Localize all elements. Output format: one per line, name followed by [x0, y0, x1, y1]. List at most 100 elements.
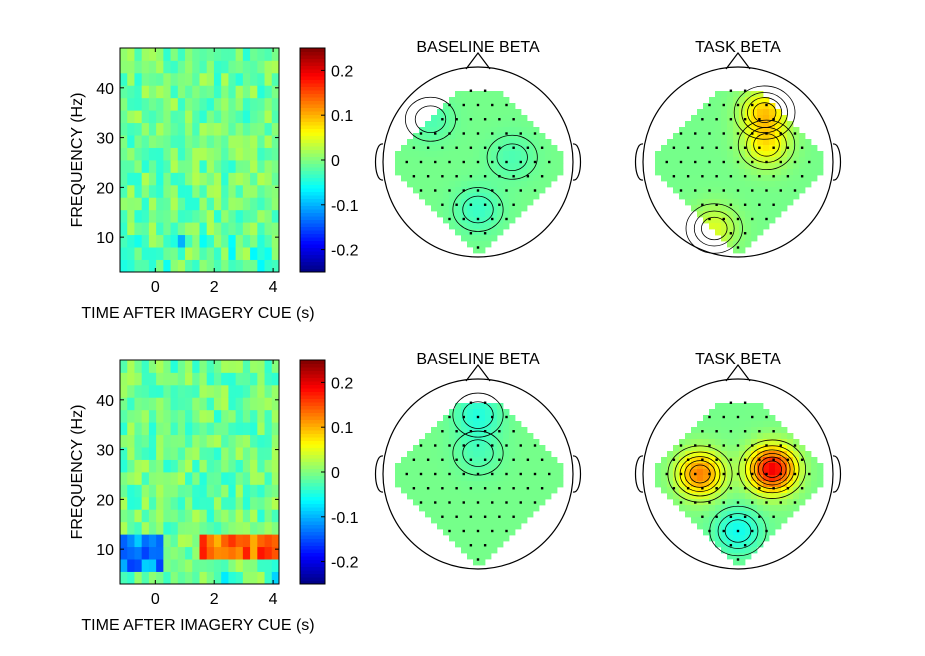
topomap-cell — [685, 487, 692, 494]
spectrogram-cell — [257, 209, 265, 223]
spectrogram-cell — [257, 85, 265, 99]
topomap-cell — [425, 151, 432, 158]
topomap-cell — [479, 553, 486, 560]
spectrogram-cell — [156, 422, 164, 436]
topomap-cell — [407, 157, 414, 164]
topomap-cell — [407, 463, 414, 470]
topomap-cell — [509, 511, 516, 518]
topomap-cell — [745, 427, 752, 434]
topomap-cell — [551, 475, 558, 482]
topomap-cell — [739, 421, 746, 428]
topomap-cell — [703, 487, 710, 494]
spectrogram-cell — [192, 234, 200, 248]
topomap-cell — [733, 199, 740, 206]
electrode-dot — [469, 430, 473, 433]
electrode-dot — [665, 472, 668, 476]
topomap-cell — [467, 403, 474, 410]
spectrogram-cell — [257, 472, 265, 485]
topomap-cell — [479, 199, 486, 206]
topomap-cell — [739, 535, 746, 542]
topomap-cell — [521, 145, 528, 152]
topomap-cell — [515, 517, 522, 524]
spectrogram-cell — [156, 135, 164, 148]
x-tick-label: 2 — [210, 279, 219, 296]
topomap-cell — [455, 529, 462, 536]
electrode-dot — [462, 132, 465, 135]
topomap-cell — [479, 481, 486, 488]
electrode-dot — [701, 487, 704, 490]
topomap-cell — [455, 523, 462, 530]
topomap-cell — [763, 205, 770, 212]
spectrogram-cell — [120, 48, 128, 61]
topomap-cell — [799, 163, 806, 170]
topomap-cell — [751, 229, 758, 236]
spectrogram-cell — [134, 184, 143, 198]
spectrogram-cell — [199, 197, 208, 211]
topomap-cell — [521, 115, 528, 122]
topomap-cell — [721, 493, 728, 500]
topomap-cell — [449, 481, 456, 488]
head-outline — [634, 364, 842, 570]
spectrogram-cell — [120, 247, 128, 260]
electrode-dot — [715, 175, 718, 178]
topomap-cell — [437, 493, 444, 500]
topomap-cell — [733, 493, 740, 500]
topomap-cell — [419, 169, 426, 176]
spectrogram-cell — [221, 97, 229, 111]
colorbar-cell — [300, 566, 325, 571]
spectrogram-cell — [177, 72, 186, 86]
colorbar-cell — [300, 577, 325, 581]
topomap-title: BASELINE BETA — [416, 39, 540, 56]
topomap-cell — [715, 157, 722, 164]
topomap-cell — [667, 163, 674, 170]
electrode-dot — [708, 217, 711, 221]
topomap-cell — [509, 457, 516, 464]
topomap-cell — [473, 433, 480, 440]
topomap-cell — [539, 451, 546, 458]
topomap-cell — [479, 127, 486, 134]
topomap-cell — [503, 139, 510, 146]
colorbar-ticks: 0.20.10-0.1-0.2 — [321, 63, 359, 260]
topomap-cell — [473, 139, 480, 146]
topomap-cell — [485, 115, 492, 122]
electrode-dot — [533, 160, 537, 164]
electrode-dot — [505, 103, 508, 107]
spectrogram-cell — [199, 559, 208, 572]
spectrogram-cell — [257, 509, 265, 523]
spectrogram-cell — [264, 571, 273, 585]
topomap-cell — [449, 211, 456, 218]
x-tick-label: 2 — [210, 591, 219, 608]
topomap-cell — [715, 511, 722, 518]
topomap-cell — [521, 487, 528, 494]
topomap-cell — [733, 91, 740, 98]
topomap-cell — [703, 169, 710, 176]
spectrogram-cell — [264, 484, 273, 498]
topomap-cell — [413, 139, 420, 146]
topomap-cell — [545, 451, 552, 458]
topomap-cell — [745, 199, 752, 206]
topomap-cell — [757, 505, 764, 512]
topomap-cell — [697, 193, 704, 200]
topomap-cell — [757, 403, 764, 410]
topomap-cell — [775, 439, 782, 446]
spectrogram-cell — [141, 422, 150, 436]
spectrogram-cell — [163, 222, 171, 236]
topomap-cell — [769, 163, 776, 170]
spectrogram-cell — [199, 97, 208, 111]
spectrogram-cell — [185, 434, 193, 448]
topomap-cell — [697, 211, 704, 218]
topomap-cell — [461, 205, 468, 212]
topomap-cell — [805, 463, 812, 470]
spectrogram-cell — [221, 434, 229, 448]
topomap-cell — [527, 499, 534, 506]
topomap-cell — [479, 427, 486, 434]
topomap-cell — [461, 487, 468, 494]
topomap-cell — [467, 157, 474, 164]
electrode-dot — [758, 175, 761, 178]
spectrogram-cell — [235, 496, 244, 510]
spectrogram-cell — [156, 372, 164, 386]
topomap-cell — [539, 181, 546, 188]
electrode-dot — [512, 203, 515, 206]
topomap-cell — [431, 151, 438, 158]
topomap-cell — [733, 175, 740, 182]
